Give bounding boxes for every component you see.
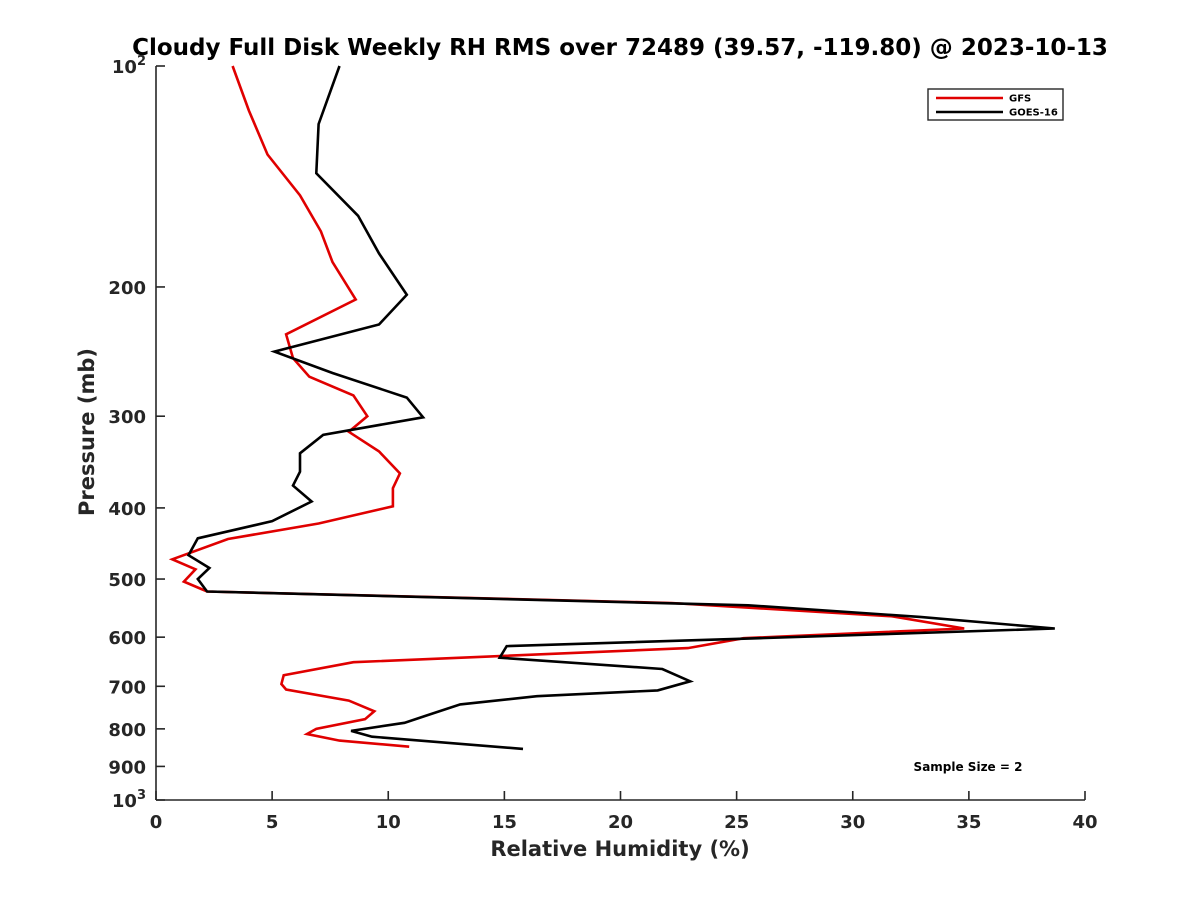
axes-layer: 0 5 10 15 20 25 30 35 40 102 200 300 400 500 600 700 800… — [108, 54, 1097, 833]
chart-title: Cloudy Full Disk Weekly RH RMS over 7248… — [132, 35, 1108, 61]
y-tick-label: 800 — [108, 720, 146, 741]
x-tick-label: 30 — [840, 812, 865, 833]
series-layer — [168, 65, 1055, 751]
x-tick-label: 15 — [492, 812, 517, 833]
sample-size-annotation: Sample Size = 2 — [914, 760, 1023, 774]
y-tick-label: 900 — [108, 757, 146, 778]
series-line-gfs — [168, 65, 965, 748]
y-tick-label: 200 — [108, 278, 146, 299]
x-tick-label: 20 — [608, 812, 633, 833]
y-tick-label: 700 — [108, 677, 146, 698]
y-tick-label: 400 — [108, 499, 146, 520]
legend: GFS GOES-16 — [927, 88, 1064, 121]
legend-entry-label: GOES-16 — [1009, 108, 1058, 119]
y-tick-label: 300 — [108, 407, 146, 428]
y-tick-label: 500 — [108, 570, 146, 591]
x-tick-label: 0 — [150, 812, 163, 833]
y-axis-label: Pressure (mb) — [75, 348, 99, 516]
y-tick-label: 600 — [108, 628, 146, 649]
y-tick-label: 103 — [112, 788, 146, 812]
x-tick-label: 10 — [376, 812, 401, 833]
y-tick-label: 102 — [112, 54, 146, 78]
series-line-goes-16 — [186, 65, 1055, 751]
legend-box — [927, 88, 1064, 121]
x-tick-label: 40 — [1072, 812, 1097, 833]
x-axis-label: Relative Humidity (%) — [490, 837, 749, 861]
legend-entry-label: GFS — [1009, 94, 1031, 105]
x-tick-label: 5 — [266, 812, 279, 833]
x-tick-label: 25 — [724, 812, 749, 833]
x-tick-label: 35 — [956, 812, 981, 833]
